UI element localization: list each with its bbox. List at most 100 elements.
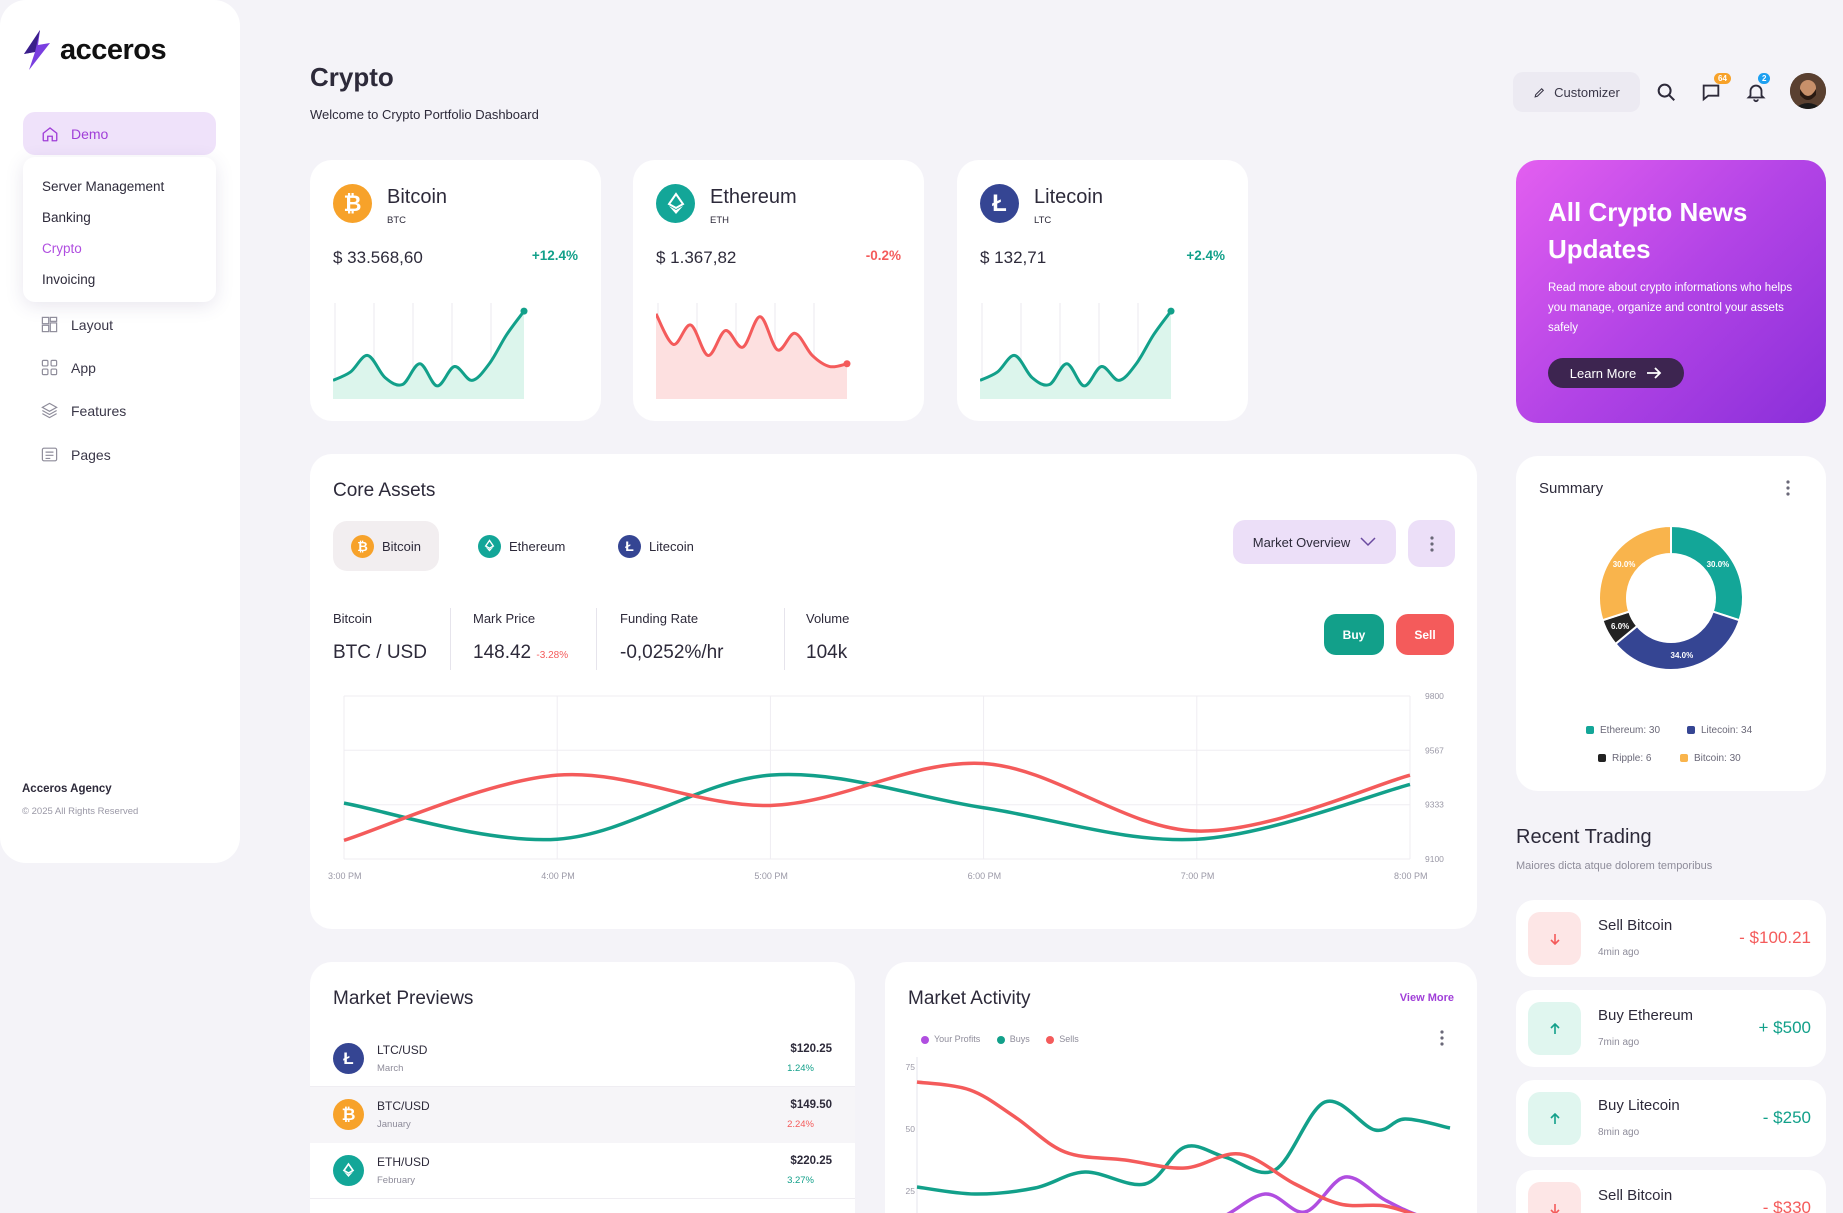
user-avatar[interactable] [1790, 73, 1826, 109]
coin-card-bitcoin[interactable]: ₿ Bitcoin BTC $ 33.568,60 +12.4% [310, 160, 601, 421]
y-tick-label: 9567 [1425, 745, 1444, 755]
trade-amount: - $250 [1762, 1108, 1811, 1127]
bitcoin-icon: ₿ [333, 1099, 364, 1130]
coin-card-litecoin[interactable]: Ł Litecoin LTC $ 132,71 +2.4% [957, 160, 1248, 421]
core-more-button[interactable] [1408, 520, 1455, 567]
tab-bitcoin[interactable]: ₿ Bitcoin [333, 521, 440, 571]
sell-button[interactable]: Sell [1396, 614, 1454, 655]
stat-funding-value: -0,0252%/hr [620, 642, 724, 663]
pie-slice [1598, 524, 1672, 622]
chevron-down-icon [1360, 537, 1376, 547]
sparkline-chart [980, 303, 1175, 399]
sidebar-item-pages[interactable]: Pages [40, 445, 111, 464]
x-tick-label: 3:00 PM [328, 871, 362, 881]
search-button[interactable] [1653, 79, 1679, 105]
tab-litecoin[interactable]: Ł Litecoin [600, 521, 712, 571]
series-line [916, 1099, 1451, 1196]
mark-price-value: 148.42 [473, 642, 532, 663]
sidebar-item-app[interactable]: App [40, 358, 96, 377]
trade-label: Buy Ethereum [1598, 1007, 1694, 1024]
trade-item[interactable]: Buy Ethereum 7min ago + $500 [1516, 990, 1826, 1067]
trade-item[interactable]: Sell Bitcoin 4min ago - $100.21 [1516, 900, 1826, 977]
sidebar-item-demo[interactable]: Demo [23, 112, 216, 155]
sidebar: acceros Demo Server Management Banking C… [0, 0, 240, 863]
learn-more-button[interactable]: Learn More [1548, 358, 1684, 388]
footer-agency: Acceros Agency [22, 783, 112, 795]
coin-card-ethereum[interactable]: Ethereum ETH $ 1.367,82 -0.2% [633, 160, 924, 421]
coin-symbol: ETH [710, 215, 729, 226]
buy-button[interactable]: Buy [1324, 614, 1384, 655]
y-tick-label: 9800 [1425, 691, 1444, 701]
change-value: 3.27% [787, 1175, 814, 1186]
activity-more-button[interactable] [1440, 1030, 1444, 1051]
trade-item[interactable]: Sell Bitcoin - $330 [1516, 1170, 1826, 1213]
price-value: $120.25 [790, 1043, 832, 1055]
brand-name: acceros [60, 33, 167, 66]
legend-item: Buys [996, 1034, 1030, 1044]
submenu-item-banking[interactable]: Banking [42, 210, 91, 225]
trade-time: 7min ago [1598, 1037, 1640, 1048]
sidebar-item-features[interactable]: Features [40, 401, 126, 420]
market-activity-card: Market Activity View More Your Profits B… [885, 962, 1477, 1213]
coin-change: +12.4% [531, 248, 578, 263]
stat-funding-label: Funding Rate [620, 611, 699, 626]
messages-button[interactable]: 64 [1698, 73, 1731, 105]
ethereum-icon [333, 1155, 364, 1186]
tab-label: Bitcoin [382, 538, 422, 554]
y-tick-label: 50 [906, 1124, 916, 1134]
core-assets-card: Core Assets ₿ Bitcoin Ethereum Ł Litecoi… [310, 454, 1477, 929]
layers-icon [41, 402, 58, 419]
layout-icon [41, 316, 58, 333]
litecoin-icon: Ł [980, 184, 1019, 223]
bell-icon [1746, 84, 1766, 103]
table-row[interactable]: ₿ BTC/USD January $149.50 2.24% [310, 1087, 855, 1143]
sparkline-end-point [520, 307, 528, 315]
mark-price-change: -3.28% [536, 650, 569, 661]
more-vertical-icon [1429, 535, 1434, 552]
pair-label: BTC/USD [377, 1099, 430, 1113]
customizer-button[interactable]: Customizer [1513, 72, 1640, 112]
tab-ethereum[interactable]: Ethereum [460, 521, 583, 571]
coin-price: $ 132,71 [980, 248, 1047, 267]
coin-name: Litecoin [1034, 186, 1103, 208]
submenu-item-crypto[interactable]: Crypto [42, 241, 82, 256]
submenu-item-server-management[interactable]: Server Management [42, 179, 165, 194]
sidebar-item-label: Pages [71, 446, 111, 463]
series-line [343, 761, 1411, 843]
trade-item[interactable]: Buy Litecoin 8min ago - $250 [1516, 1080, 1826, 1157]
market-overview-label: Market Overview [1252, 534, 1351, 550]
view-more-link[interactable]: View More [1399, 992, 1454, 1004]
sparkline-area [333, 311, 524, 399]
notifications-button[interactable]: 2 [1743, 73, 1771, 105]
market-activity-line-chart: 75 50 25 [906, 1057, 1451, 1213]
sparkline-chart [333, 303, 528, 399]
submenu-item-invoicing[interactable]: Invoicing [42, 272, 96, 287]
table-row[interactable]: Ł LTC/USD March $120.25 1.24% [310, 1031, 855, 1087]
news-body: Read more about crypto informations who … [1548, 282, 1793, 334]
change-value: 2.24% [787, 1119, 814, 1130]
sidebar-item-layout[interactable]: Layout [40, 315, 113, 334]
coin-name: Bitcoin [387, 186, 448, 208]
stat-mark-label: Mark Price [473, 611, 536, 626]
stat-volume-value: 104k [806, 642, 848, 663]
coin-price: $ 33.568,60 [333, 248, 423, 267]
recent-trading-subtitle: Maiores dicta atque dolorem temporibus [1516, 860, 1713, 872]
avatar-icon [1790, 73, 1826, 109]
coin-symbol: BTC [387, 215, 406, 226]
x-tick-label: 4:00 PM [541, 871, 575, 881]
coin-symbol: LTC [1034, 215, 1052, 226]
price-value: $149.50 [790, 1099, 832, 1111]
coin-price: $ 1.367,82 [656, 248, 737, 267]
pencil-icon [1534, 87, 1545, 98]
market-overview-select[interactable]: Market Overview [1233, 520, 1396, 564]
summary-more-button[interactable] [1786, 480, 1790, 501]
series-line [916, 1080, 1416, 1213]
legend-swatch [1598, 754, 1606, 762]
sparkline-end-point [843, 360, 851, 368]
page-title: Crypto [310, 62, 394, 92]
brand-logo[interactable]: acceros [22, 30, 167, 70]
change-value: 1.24% [787, 1063, 814, 1074]
news-title: All Crypto News Updates [1548, 197, 1748, 264]
legend-label: Buys [1009, 1034, 1030, 1044]
table-row[interactable]: ETH/USD February $220.25 3.27% [310, 1143, 855, 1199]
